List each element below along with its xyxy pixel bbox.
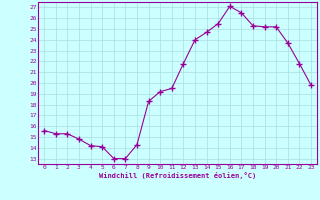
X-axis label: Windchill (Refroidissement éolien,°C): Windchill (Refroidissement éolien,°C) [99,172,256,179]
